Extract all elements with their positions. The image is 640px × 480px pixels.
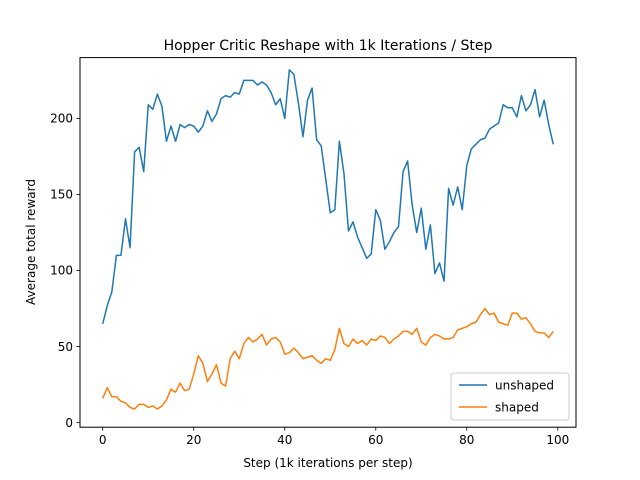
y-axis-label: Average total reward (24, 179, 38, 305)
x-tick-label: 60 (368, 433, 383, 447)
x-tick-label: 80 (459, 433, 474, 447)
legend-label-unshaped: unshaped (495, 379, 554, 393)
x-tick-label: 100 (546, 433, 569, 447)
series-line-unshaped (102, 69, 554, 324)
x-tick-label: 40 (277, 433, 292, 447)
y-tick-label: 50 (58, 340, 73, 354)
y-tick-label: 0 (65, 416, 73, 430)
x-axis-label: Step (1k iterations per step) (243, 456, 412, 470)
y-tick-label: 200 (50, 112, 73, 126)
series-line-shaped (102, 307, 554, 410)
x-tick-label: 20 (186, 433, 201, 447)
legend-label-shaped: shaped (495, 401, 539, 415)
y-tick-label: 100 (50, 264, 73, 278)
chart-title: Hopper Critic Reshape with 1k Iterations… (164, 38, 493, 54)
y-tick-label: 150 (50, 188, 73, 202)
plot-frame (79, 57, 577, 428)
legend: unshaped shaped (450, 372, 570, 421)
x-tick-label: 0 (99, 433, 107, 447)
